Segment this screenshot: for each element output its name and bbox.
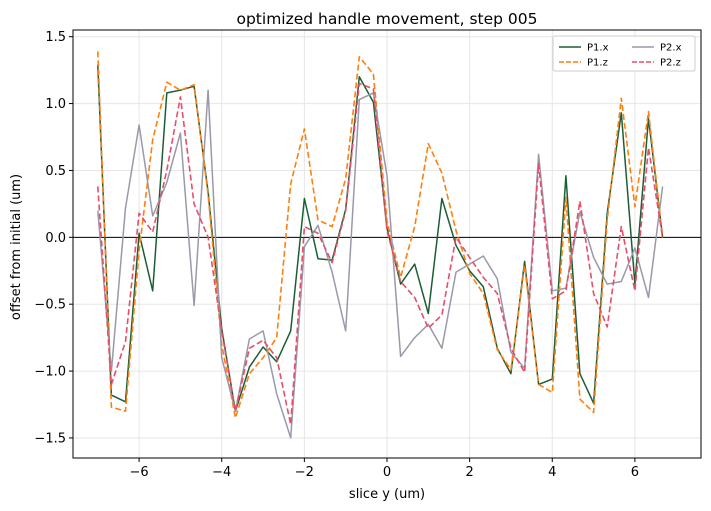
series-line-p1-z — [97, 51, 664, 419]
x-axis-label: slice y (um) — [349, 487, 425, 502]
series-line-p2-z — [97, 82, 664, 426]
x-tick-label: 0 — [383, 465, 391, 480]
x-tick-label: −6 — [130, 465, 149, 480]
legend-label-p1-x: P1.x — [587, 43, 609, 54]
y-tick-label: 0.0 — [45, 231, 66, 246]
x-tick-label: 4 — [548, 465, 556, 480]
x-tick-label: −2 — [295, 465, 314, 480]
y-tick-label: −1.0 — [34, 365, 66, 380]
x-tick-label: −4 — [212, 465, 231, 480]
legend-label-p1-z: P1.z — [587, 58, 608, 69]
chart-title: optimized handle movement, step 005 — [236, 10, 537, 28]
plot-series — [97, 51, 664, 439]
y-axis-label: offset from initial (um) — [9, 174, 24, 320]
legend-label-p2-z: P2.z — [660, 58, 681, 69]
x-tick-label: 6 — [631, 465, 639, 480]
legend-label-p2-x: P2.x — [660, 43, 682, 54]
y-tick-label: −1.5 — [34, 431, 66, 446]
y-tick-label: 1.5 — [45, 30, 66, 45]
y-tick-label: −0.5 — [34, 298, 66, 313]
y-ticks: −1.5 −1.0 −0.5 0.0 0.5 1.0 1.5 — [34, 30, 73, 446]
x-tick-label: 2 — [465, 465, 473, 480]
y-tick-label: 1.0 — [45, 97, 66, 112]
legend: P1.x P1.z P2.x P2.z — [552, 35, 696, 72]
legend-box — [552, 35, 696, 72]
y-tick-label: 0.5 — [45, 164, 66, 179]
x-ticks: −6 −4 −2 0 2 4 6 — [130, 458, 639, 480]
